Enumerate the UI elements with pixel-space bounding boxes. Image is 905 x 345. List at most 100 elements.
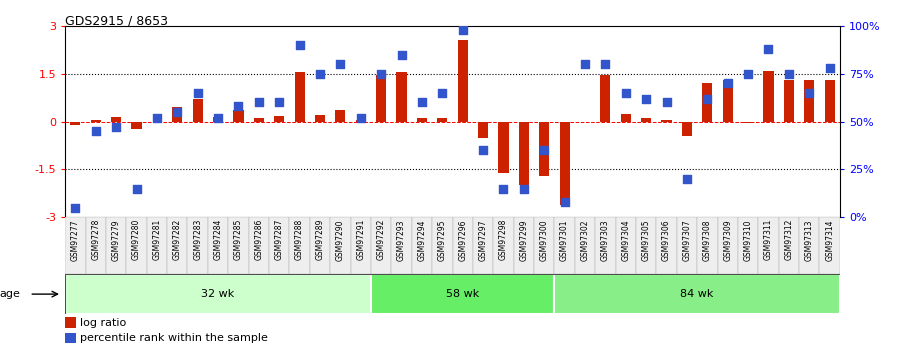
Text: GSM97287: GSM97287 bbox=[275, 219, 283, 260]
Bar bbox=[249, 217, 269, 274]
FancyBboxPatch shape bbox=[65, 274, 371, 314]
Text: GSM97304: GSM97304 bbox=[622, 219, 630, 261]
Point bbox=[517, 186, 531, 191]
Bar bbox=[330, 217, 350, 274]
Bar bbox=[167, 217, 187, 274]
Bar bbox=[356, 120, 366, 122]
Text: GSM97312: GSM97312 bbox=[785, 219, 794, 260]
Bar bbox=[559, 122, 570, 205]
Text: GSM97300: GSM97300 bbox=[539, 219, 548, 261]
Bar bbox=[534, 217, 555, 274]
Bar bbox=[432, 217, 452, 274]
Text: GSM97292: GSM97292 bbox=[376, 219, 386, 260]
Bar bbox=[600, 75, 611, 122]
Bar bbox=[595, 217, 615, 274]
Bar bbox=[396, 72, 406, 122]
Bar bbox=[555, 217, 575, 274]
Bar bbox=[371, 217, 391, 274]
Point bbox=[496, 186, 510, 191]
Text: log ratio: log ratio bbox=[80, 318, 127, 328]
Text: GSM97283: GSM97283 bbox=[193, 219, 202, 260]
Text: 58 wk: 58 wk bbox=[446, 289, 480, 299]
Point bbox=[252, 100, 266, 105]
Text: GSM97303: GSM97303 bbox=[601, 219, 610, 261]
Bar bbox=[147, 217, 167, 274]
Point bbox=[720, 80, 735, 86]
Bar bbox=[86, 217, 106, 274]
Bar bbox=[473, 217, 493, 274]
Text: GSM97310: GSM97310 bbox=[744, 219, 753, 260]
Bar bbox=[758, 217, 778, 274]
Bar bbox=[636, 217, 656, 274]
Bar bbox=[697, 217, 718, 274]
FancyBboxPatch shape bbox=[555, 274, 840, 314]
Point bbox=[211, 115, 225, 120]
Bar bbox=[799, 217, 819, 274]
Bar bbox=[656, 217, 677, 274]
Bar bbox=[662, 120, 672, 122]
Bar bbox=[681, 122, 692, 136]
Point bbox=[272, 100, 287, 105]
Text: GSM97307: GSM97307 bbox=[682, 219, 691, 261]
Text: GSM97278: GSM97278 bbox=[91, 219, 100, 260]
Bar bbox=[310, 217, 330, 274]
Bar bbox=[641, 118, 652, 122]
Bar bbox=[778, 217, 799, 274]
Bar bbox=[269, 217, 290, 274]
Text: GSM97280: GSM97280 bbox=[132, 219, 141, 260]
Text: percentile rank within the sample: percentile rank within the sample bbox=[80, 333, 268, 343]
Bar bbox=[784, 80, 794, 122]
Point bbox=[190, 90, 205, 96]
Text: GSM97286: GSM97286 bbox=[254, 219, 263, 260]
Bar bbox=[376, 75, 386, 122]
Bar bbox=[819, 217, 840, 274]
Bar bbox=[294, 72, 305, 122]
Point bbox=[761, 46, 776, 52]
Bar bbox=[764, 71, 774, 122]
Text: GSM97288: GSM97288 bbox=[295, 219, 304, 260]
Bar bbox=[350, 217, 371, 274]
Text: GSM97297: GSM97297 bbox=[479, 219, 488, 260]
Point bbox=[680, 176, 694, 182]
Bar bbox=[514, 217, 534, 274]
Text: GSM97301: GSM97301 bbox=[560, 219, 569, 260]
Bar bbox=[65, 217, 86, 274]
Point bbox=[89, 128, 103, 134]
Bar bbox=[172, 107, 183, 122]
Text: GDS2915 / 8653: GDS2915 / 8653 bbox=[65, 15, 168, 28]
Bar bbox=[412, 217, 432, 274]
Point bbox=[354, 115, 368, 120]
Point bbox=[231, 104, 245, 109]
Bar bbox=[233, 110, 243, 122]
Text: GSM97294: GSM97294 bbox=[417, 219, 426, 260]
Bar bbox=[677, 217, 697, 274]
Point bbox=[618, 90, 633, 96]
Text: GSM97305: GSM97305 bbox=[642, 219, 651, 261]
Point bbox=[476, 148, 491, 153]
Point bbox=[741, 71, 756, 77]
Bar bbox=[106, 217, 127, 274]
Point bbox=[170, 109, 185, 115]
Point bbox=[313, 71, 328, 77]
Bar bbox=[335, 110, 346, 122]
Text: 84 wk: 84 wk bbox=[681, 289, 714, 299]
Point bbox=[455, 27, 470, 32]
Bar bbox=[111, 117, 121, 122]
Bar bbox=[722, 80, 733, 122]
Bar bbox=[65, 333, 76, 344]
Text: GSM97277: GSM97277 bbox=[71, 219, 80, 260]
Bar bbox=[499, 122, 509, 173]
Bar bbox=[702, 83, 712, 122]
Bar bbox=[228, 217, 249, 274]
Text: GSM97298: GSM97298 bbox=[499, 219, 508, 260]
Text: GSM97279: GSM97279 bbox=[111, 219, 120, 260]
Text: GSM97313: GSM97313 bbox=[805, 219, 814, 260]
Text: GSM97308: GSM97308 bbox=[703, 219, 712, 260]
Bar bbox=[193, 99, 203, 122]
Bar bbox=[621, 114, 631, 122]
Text: age: age bbox=[0, 289, 20, 299]
Text: GSM97306: GSM97306 bbox=[662, 219, 671, 261]
Text: GSM97282: GSM97282 bbox=[173, 219, 182, 260]
Point bbox=[414, 100, 429, 105]
Bar bbox=[738, 217, 758, 274]
